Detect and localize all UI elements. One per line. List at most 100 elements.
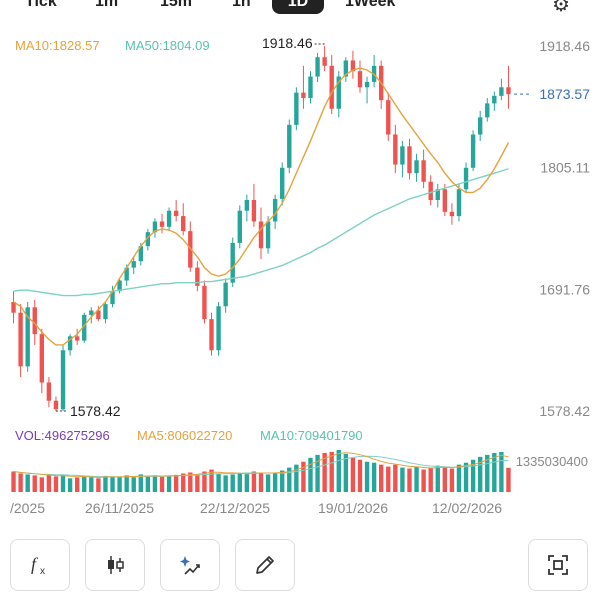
candle-body (492, 95, 497, 104)
candle-body (470, 134, 476, 168)
volume-bar (145, 476, 151, 492)
candle-body (400, 146, 405, 165)
ma10-legend: MA10:1828.57 (15, 38, 100, 53)
draw-button[interactable] (235, 539, 295, 591)
ma10-line (13, 67, 510, 346)
candle-body (145, 232, 151, 247)
svg-text:x: x (40, 566, 45, 577)
high-label: 1918.46 (262, 35, 313, 51)
volume-bar (18, 473, 23, 492)
candle-body (74, 336, 80, 341)
tab-1week[interactable]: 1Week (345, 0, 396, 10)
candle-body (421, 160, 426, 182)
volume-bar (463, 462, 469, 492)
volume-bar (308, 457, 313, 492)
candle-body (265, 221, 271, 249)
candle-body (251, 199, 257, 222)
vol-legend: VOL:496275296 (15, 428, 110, 443)
volume-bar (386, 466, 391, 492)
volume-bar (188, 472, 193, 492)
tab-15m[interactable]: 15m (160, 0, 193, 10)
gear-icon[interactable]: ⚙ (552, 0, 570, 16)
volume-bar (407, 468, 412, 492)
volume-bar (287, 467, 292, 492)
candlestick-chart[interactable]: 1918.46 1805.11 1691.76 1578.42 1918.46 1578.… (0, 0, 600, 530)
tab-tick[interactable]: Tick (25, 0, 57, 10)
x-tick-label: 22/12/2025 (200, 500, 270, 516)
y-tick-label: 1805.11 (540, 160, 590, 176)
volume-bar (506, 467, 511, 492)
candle-body (202, 285, 207, 320)
volume-bar (152, 475, 158, 492)
volume-bar (124, 475, 129, 492)
candle-body (407, 146, 412, 174)
fx-icon: f x (31, 554, 45, 577)
volume-bar (421, 469, 426, 492)
candle-body (124, 267, 129, 281)
candle-body (60, 350, 66, 410)
timeframe-tabs: Tick 1m 15m 1h 1D 1Week ⚙ (0, 0, 600, 20)
volume-bar (435, 465, 440, 492)
ai-analysis-button[interactable] (160, 539, 220, 591)
volume-bar (138, 474, 143, 492)
volume-bar (492, 452, 497, 492)
candle-body (357, 71, 363, 88)
volume-bar (251, 471, 257, 492)
candle-body (209, 319, 214, 351)
candle-body (244, 199, 250, 211)
candle-body (485, 103, 490, 118)
volume-bar (428, 467, 433, 492)
candle-body (138, 246, 143, 262)
candle-body (499, 87, 504, 96)
volume-bar (230, 474, 235, 492)
candle-body (230, 242, 235, 283)
volume-bar (322, 452, 327, 492)
candle-body (223, 282, 228, 307)
tab-1d[interactable]: 1D (272, 0, 324, 14)
candle-body (152, 221, 158, 233)
candle-body (237, 210, 242, 243)
volume-bar (159, 476, 165, 492)
volume-bar (237, 473, 242, 492)
fullscreen-button[interactable] (528, 539, 588, 591)
volume-bar (379, 464, 384, 492)
volume-bar (244, 472, 250, 492)
y-tick-label: 1918.46 (539, 38, 590, 54)
candle-body (46, 382, 52, 401)
vol-ma10-legend: MA10:709401790 (260, 428, 363, 443)
candle-body (350, 60, 356, 72)
x-tick-label: /2025 (10, 500, 45, 516)
volume-bar (336, 450, 341, 492)
volume-bar (393, 464, 398, 492)
tab-1m[interactable]: 1m (95, 0, 119, 10)
tab-1h[interactable]: 1h (232, 0, 251, 10)
volume-bar (280, 470, 285, 492)
last-price-label: 1873.57 (539, 86, 590, 102)
candle-body (308, 76, 313, 99)
volume-bar (131, 477, 136, 492)
fullscreen-icon (548, 555, 568, 575)
volume-bar (294, 464, 299, 492)
candle-body (449, 211, 455, 217)
candle-body (103, 304, 108, 320)
volume-bar (216, 473, 221, 492)
candle-body (463, 167, 469, 190)
volume-bar (209, 469, 214, 492)
candle-body (18, 312, 23, 367)
volume-bar (110, 477, 115, 492)
ma50-legend: MA50:1804.09 (125, 38, 210, 53)
candle-body (280, 167, 285, 199)
ma50-line (13, 168, 509, 297)
volume-bar (301, 461, 306, 492)
volume-bar (103, 475, 108, 492)
volume-bar (357, 459, 363, 492)
candle-body (82, 314, 87, 341)
candle-body (442, 189, 448, 212)
indicators-button[interactable]: f x (10, 539, 70, 591)
volume-ma5-line (13, 452, 509, 479)
volume-bar (329, 451, 334, 492)
candle-body (294, 92, 299, 125)
candle-type-button[interactable] (85, 539, 145, 591)
candlestick-icon (108, 556, 124, 574)
candle-body (435, 189, 440, 200)
